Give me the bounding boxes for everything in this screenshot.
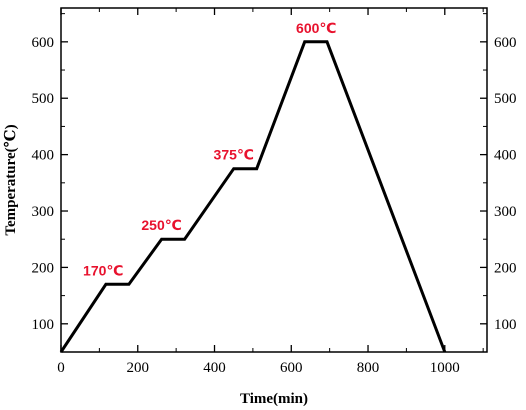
x-tick-label: 1000 — [430, 360, 460, 376]
temperature-annotation: 600℃ — [296, 20, 336, 36]
y-tick-label-left: 200 — [32, 260, 55, 276]
y-tick-label-right: 200 — [494, 260, 517, 276]
annotations: 170℃ 250℃ 375℃ 600℃ — [83, 20, 336, 278]
x-tick-label: 400 — [203, 360, 226, 376]
y-tick-label-left: 300 — [32, 204, 55, 220]
y-tick-label-left: 100 — [32, 317, 55, 333]
plot-frame — [60, 7, 488, 353]
y-axis-title: Temperature(℃) — [3, 124, 19, 235]
y-tick-label-left: 400 — [32, 148, 55, 164]
temperature-annotation: 375℃ — [214, 147, 254, 163]
temperature-annotation: 250℃ — [141, 217, 181, 233]
y-tick-label-left: 600 — [32, 35, 55, 51]
x-tick-label: 200 — [127, 360, 150, 376]
y-tick-label-right: 300 — [494, 204, 517, 220]
temperature-annotation: 170℃ — [83, 262, 123, 278]
y-tick-label-right: 100 — [494, 317, 517, 333]
y-tick-label-left: 500 — [32, 91, 55, 107]
x-tick-label: 0 — [57, 360, 65, 376]
y-tick-label-right: 500 — [494, 91, 517, 107]
x-axis-title: Time(min) — [240, 391, 308, 407]
x-tick-label: 800 — [357, 360, 380, 376]
x-tick-label: 600 — [280, 360, 303, 376]
tick-labels: 0 200 400 600 800 1000 100 100 200 200 300 300 400 40… — [32, 35, 517, 376]
axis-ticks — [60, 8, 487, 353]
y-tick-label-right: 400 — [494, 148, 517, 164]
y-tick-label-right: 600 — [494, 35, 517, 51]
temperature-series-line — [59, 40, 447, 353]
